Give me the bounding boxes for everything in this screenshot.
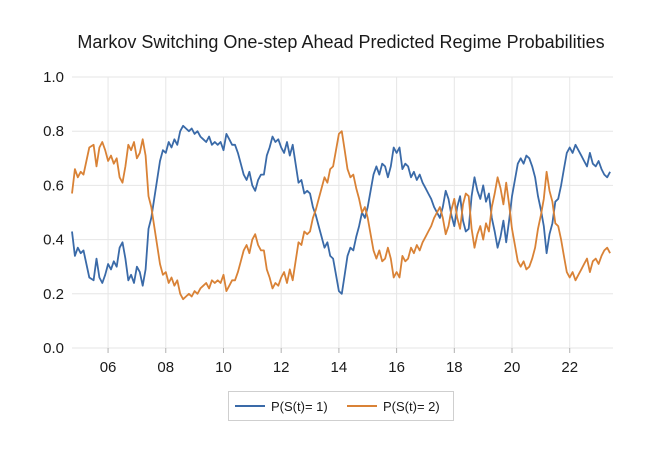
x-tick-label: 18 xyxy=(446,359,463,376)
x-tick-label: 12 xyxy=(273,359,290,376)
series-lines xyxy=(71,124,611,301)
x-tick-label: 22 xyxy=(561,359,578,376)
axes: 0.0 0.2 0.4 0.6 0.8 1.0 06 08 10 12 14 16 18 20 22 xyxy=(43,69,578,376)
y-tick-label: 0.6 xyxy=(43,177,64,194)
legend-item-series-2: P(S(t)= 2) xyxy=(347,392,440,420)
series-line-1 xyxy=(71,124,611,295)
legend-label-series-2: P(S(t)= 2) xyxy=(383,398,440,414)
x-tick-label: 20 xyxy=(504,359,521,376)
legend-item-series-1: P(S(t)= 1) xyxy=(235,392,328,420)
x-tick-label: 08 xyxy=(157,359,174,376)
y-tick-label: 1.0 xyxy=(43,69,64,86)
y-tick-label: 0.2 xyxy=(43,286,64,303)
x-tick-label: 16 xyxy=(388,359,405,376)
legend-label-series-1: P(S(t)= 1) xyxy=(271,398,328,414)
legend: P(S(t)= 1) P(S(t)= 2) xyxy=(228,391,454,421)
legend-swatch-series-2 xyxy=(347,405,377,407)
x-tick-label: 10 xyxy=(215,359,232,376)
legend-swatch-series-1 xyxy=(235,405,265,407)
y-tick-label: 0.4 xyxy=(43,232,64,249)
series-line-2 xyxy=(71,130,611,301)
x-tick-label: 06 xyxy=(100,359,117,376)
x-tick-label: 14 xyxy=(331,359,348,376)
y-tick-label: 0.0 xyxy=(43,340,64,357)
grid-lines xyxy=(72,76,613,349)
y-tick-label: 0.8 xyxy=(43,123,64,140)
chart-title: Markov Switching One-step Ahead Predicte… xyxy=(77,32,605,52)
